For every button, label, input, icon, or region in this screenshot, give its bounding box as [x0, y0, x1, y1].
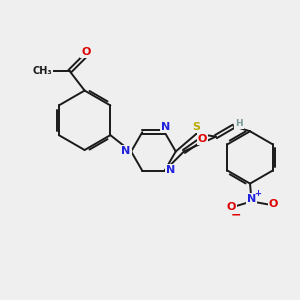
Text: O: O: [226, 202, 236, 212]
Text: N: N: [247, 194, 256, 204]
Text: O: O: [198, 134, 207, 144]
Text: +: +: [255, 189, 262, 198]
Text: CH₃: CH₃: [33, 66, 52, 76]
Text: O: O: [81, 47, 91, 57]
Text: N: N: [161, 122, 171, 132]
Text: S: S: [193, 122, 200, 132]
Text: −: −: [231, 208, 241, 221]
Text: N: N: [166, 165, 175, 175]
Text: N: N: [121, 146, 130, 156]
Text: O: O: [268, 199, 278, 209]
Text: H: H: [235, 119, 243, 128]
